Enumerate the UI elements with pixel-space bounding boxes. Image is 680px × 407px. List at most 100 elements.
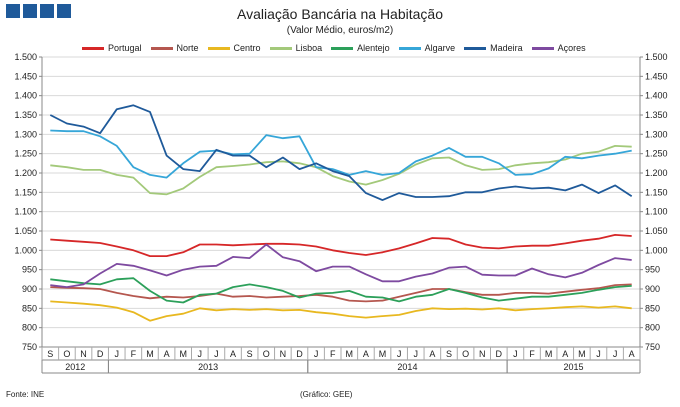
x-tick-label: O: [263, 349, 270, 359]
y-tick-label-left: 1.000: [14, 245, 37, 255]
x-tick-label: M: [379, 349, 387, 359]
y-tick-label-left: 850: [22, 303, 37, 313]
x-tick-label: M: [346, 349, 354, 359]
y-tick-label-right: 1.150: [645, 187, 668, 197]
y-tick-label-right: 950: [645, 265, 660, 275]
legend-swatch: [207, 46, 230, 50]
y-tick-label-right: 800: [645, 323, 660, 333]
y-tick-label-right: 1.050: [645, 226, 668, 236]
x-tick-label: J: [596, 349, 601, 359]
x-tick-label: J: [513, 349, 518, 359]
y-tick-label-right: 1.250: [645, 149, 668, 159]
x-tick-label: F: [131, 349, 137, 359]
x-tick-label: J: [115, 349, 120, 359]
legend-label: Alentejo: [357, 43, 390, 53]
legend-item: Portugal: [82, 43, 142, 53]
y-tick-label-right: 1.350: [645, 110, 668, 120]
logo: [6, 4, 71, 18]
y-tick-label-right: 1.200: [645, 168, 668, 178]
legend-item: Centro: [207, 43, 261, 53]
x-tick-label: A: [562, 349, 568, 359]
y-tick-label-left: 1.350: [14, 110, 37, 120]
legend-swatch: [464, 46, 487, 50]
legend-swatch: [331, 46, 354, 50]
x-tick-label: M: [545, 349, 553, 359]
y-tick-label-left: 1.150: [14, 187, 37, 197]
legend-label: Açores: [557, 43, 586, 53]
legend-swatch: [150, 46, 173, 50]
year-label: 2014: [397, 362, 417, 372]
x-tick-label: O: [63, 349, 70, 359]
x-tick-label: O: [462, 349, 469, 359]
x-tick-label: N: [479, 349, 486, 359]
x-tick-label: M: [146, 349, 154, 359]
y-tick-label-left: 900: [22, 284, 37, 294]
legend-swatch: [398, 46, 421, 50]
legend-item: Norte: [150, 43, 199, 53]
y-tick-label-left: 1.400: [14, 91, 37, 101]
x-tick-label: J: [314, 349, 319, 359]
y-tick-label-right: 1.450: [645, 71, 668, 81]
y-tick-label-right: 1.400: [645, 91, 668, 101]
x-tick-label: N: [80, 349, 87, 359]
y-tick-label-left: 1.300: [14, 129, 37, 139]
x-tick-label: A: [629, 349, 635, 359]
x-tick-label: N: [280, 349, 287, 359]
x-tick-label: A: [429, 349, 435, 359]
year-label: 2012: [65, 362, 85, 372]
legend-label: Lisboa: [295, 43, 323, 53]
y-tick-label-right: 1.500: [645, 52, 668, 62]
y-tick-label-left: 1.450: [14, 71, 37, 81]
series-line-algarve: [50, 129, 632, 179]
legend-item: Lisboa: [269, 43, 323, 53]
series-line-açores: [50, 243, 632, 289]
year-label: 2013: [198, 362, 218, 372]
y-tick-label-right: 1.100: [645, 207, 668, 217]
legend-label: Madeira: [490, 43, 523, 53]
y-tick-label-left: 950: [22, 265, 37, 275]
legend-label: Norte: [176, 43, 199, 53]
logo-block: [40, 4, 54, 18]
x-tick-label: J: [414, 349, 419, 359]
x-tick-label: J: [198, 349, 203, 359]
legend-label: Portugal: [108, 43, 142, 53]
chart-title: Avaliação Bancária na Habitação: [237, 6, 443, 22]
y-tick-label-right: 1.000: [645, 245, 668, 255]
x-tick-label: M: [578, 349, 586, 359]
series-line-madeira: [49, 104, 633, 202]
legend: Portugal Norte Centro Lisboa Alentejo Algarve…: [82, 41, 595, 55]
x-tick-label: S: [247, 349, 253, 359]
x-tick-label: F: [529, 349, 535, 359]
y-tick-label-left: 1.050: [14, 226, 37, 236]
x-tick-label: A: [164, 349, 170, 359]
logo-block: [6, 4, 20, 18]
legend-label: Centro: [233, 43, 261, 53]
x-tick-label: A: [230, 349, 236, 359]
x-tick-label: M: [179, 349, 187, 359]
logo-block: [57, 4, 71, 18]
x-tick-label: F: [330, 349, 336, 359]
chart-subtitle: (Valor Médio, euros/m2): [286, 25, 394, 36]
x-tick-label: S: [446, 349, 452, 359]
x-tick-label: D: [97, 349, 104, 359]
y-tick-label-left: 1.500: [14, 52, 37, 62]
year-label: 2015: [564, 362, 584, 372]
x-tick-label: J: [613, 349, 618, 359]
y-tick-label-left: 750: [22, 342, 37, 352]
x-tick-label: J: [397, 349, 402, 359]
legend-item: Açores: [531, 43, 586, 53]
series-line-centro: [50, 300, 632, 322]
series-line-lisboa: [50, 144, 632, 196]
series-line-alentejo: [50, 277, 632, 304]
logo-block: [23, 4, 37, 18]
y-tick-label-right: 750: [645, 342, 660, 352]
x-tick-label: J: [214, 349, 219, 359]
series-line-portugal: [50, 233, 632, 258]
legend-swatch: [269, 46, 292, 50]
legend-swatch: [531, 46, 554, 50]
legend-item: Madeira: [464, 43, 523, 53]
x-tick-label: A: [363, 349, 369, 359]
series-line-norte: [50, 283, 632, 303]
y-tick-label-right: 850: [645, 303, 660, 313]
